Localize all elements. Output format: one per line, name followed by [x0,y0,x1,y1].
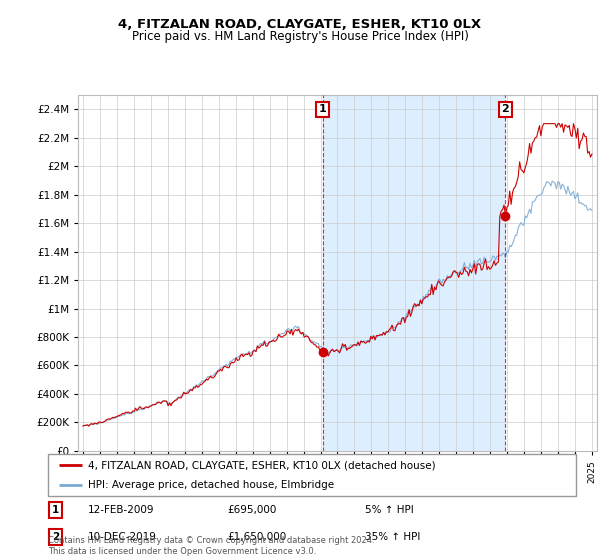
Text: £695,000: £695,000 [227,505,277,515]
Text: 12-FEB-2009: 12-FEB-2009 [88,505,154,515]
Text: Contains HM Land Registry data © Crown copyright and database right 2024.
This d: Contains HM Land Registry data © Crown c… [48,536,374,556]
Text: 35% ↑ HPI: 35% ↑ HPI [365,531,420,542]
Text: 4, FITZALAN ROAD, CLAYGATE, ESHER, KT10 0LX: 4, FITZALAN ROAD, CLAYGATE, ESHER, KT10 … [118,18,482,31]
Text: 2: 2 [502,104,509,114]
Text: 1: 1 [52,505,59,515]
Text: HPI: Average price, detached house, Elmbridge: HPI: Average price, detached house, Elmb… [88,480,334,490]
Text: Price paid vs. HM Land Registry's House Price Index (HPI): Price paid vs. HM Land Registry's House … [131,30,469,43]
Text: 5% ↑ HPI: 5% ↑ HPI [365,505,413,515]
Text: 1: 1 [319,104,326,114]
Text: 4, FITZALAN ROAD, CLAYGATE, ESHER, KT10 0LX (detached house): 4, FITZALAN ROAD, CLAYGATE, ESHER, KT10 … [88,460,435,470]
Bar [323,95,505,451]
Text: 2: 2 [52,531,59,542]
Text: £1,650,000: £1,650,000 [227,531,287,542]
FancyBboxPatch shape [48,454,576,496]
Text: 10-DEC-2019: 10-DEC-2019 [88,531,157,542]
